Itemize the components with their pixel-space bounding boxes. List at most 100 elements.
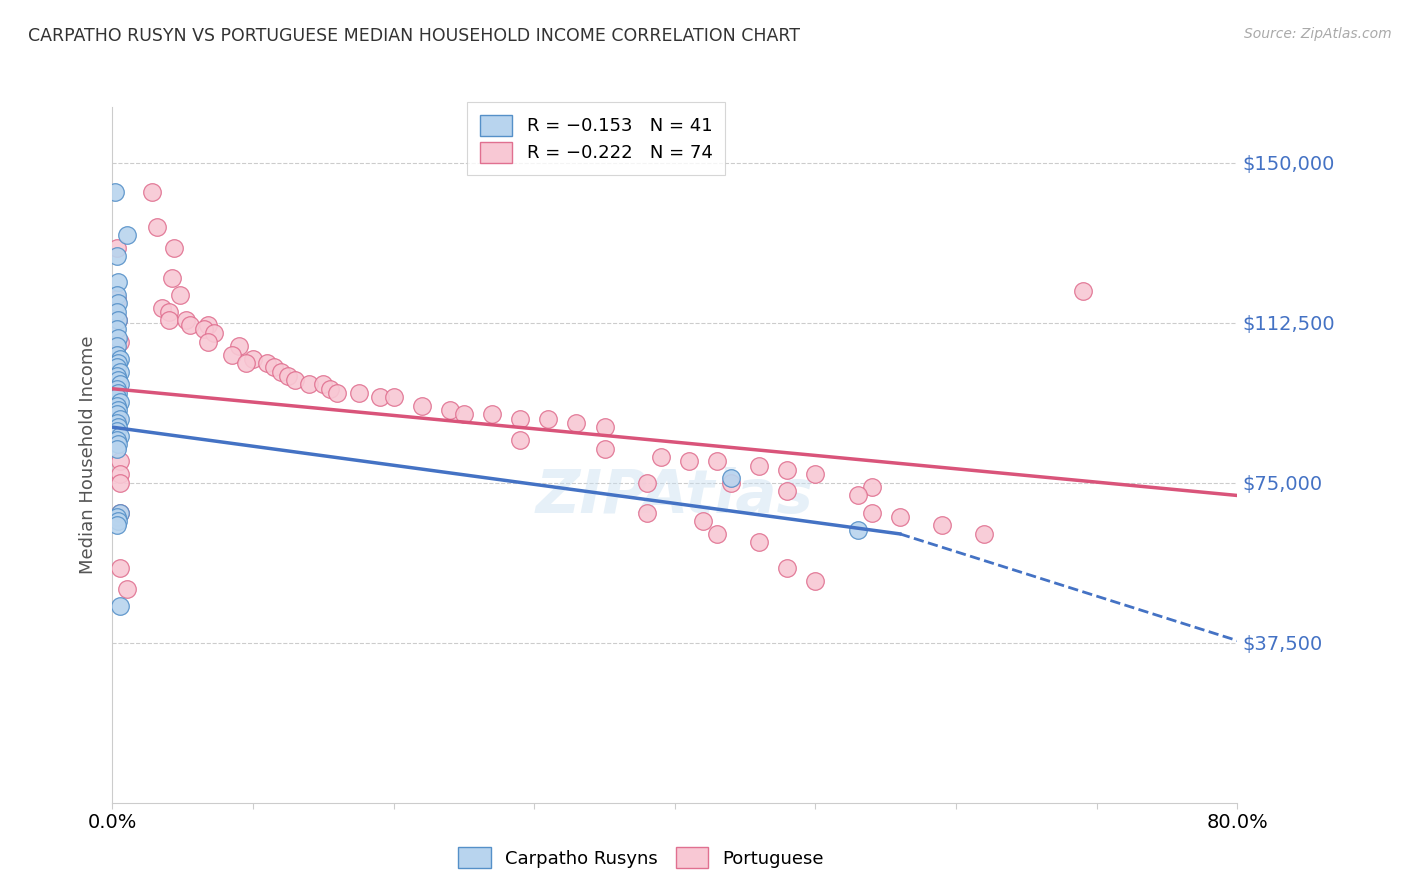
Point (105, 348, 128, 362)
Point (107, 420, 129, 434)
Point (105, 339, 128, 353)
Point (105, 305, 128, 319)
Point (108, 351, 131, 366)
Point (107, 275, 129, 289)
Point (692, 514, 714, 528)
Point (860, 480, 883, 494)
Point (105, 416, 128, 430)
Point (108, 365, 131, 379)
Point (163, 241, 186, 255)
Point (319, 382, 342, 396)
Point (453, 408, 475, 422)
Legend: Carpatho Rusyns, Portuguese: Carpatho Rusyns, Portuguese (449, 838, 834, 877)
Point (179, 318, 201, 332)
Point (846, 523, 869, 537)
Point (221, 348, 243, 362)
Point (326, 386, 349, 401)
Point (108, 506, 131, 520)
Point (748, 458, 770, 473)
Point (108, 334, 131, 349)
Y-axis label: Median Household Income: Median Household Income (79, 335, 97, 574)
Point (593, 442, 616, 456)
Point (150, 301, 173, 315)
Point (636, 506, 658, 520)
Point (105, 368, 128, 383)
Point (108, 454, 131, 468)
Point (107, 330, 129, 344)
Point (146, 219, 169, 234)
Point (202, 326, 225, 341)
Point (537, 411, 560, 425)
Point (105, 292, 128, 306)
Point (197, 318, 219, 332)
Point (105, 390, 128, 404)
Point (678, 454, 700, 468)
Point (115, 582, 138, 597)
Point (105, 249, 128, 263)
Point (368, 390, 391, 404)
Point (105, 241, 128, 255)
Point (107, 313, 129, 327)
Point (108, 411, 131, 425)
Point (748, 535, 770, 549)
Point (105, 399, 128, 413)
Point (481, 408, 503, 422)
Point (439, 403, 461, 417)
Point (105, 433, 128, 447)
Point (107, 514, 129, 528)
Point (270, 365, 292, 379)
Point (256, 356, 278, 370)
Point (931, 518, 953, 533)
Point (115, 228, 138, 243)
Text: ZIPAtlas: ZIPAtlas (536, 467, 814, 526)
Point (509, 411, 531, 425)
Point (157, 313, 180, 327)
Point (108, 377, 131, 392)
Point (263, 360, 285, 375)
Point (242, 351, 264, 366)
Point (105, 360, 128, 375)
Point (1071, 284, 1094, 298)
Point (347, 386, 370, 401)
Point (105, 288, 128, 302)
Point (804, 467, 827, 482)
Point (105, 382, 128, 396)
Point (193, 322, 215, 336)
Point (107, 386, 129, 401)
Text: CARPATHO RUSYN VS PORTUGUESE MEDIAN HOUSEHOLD INCOME CORRELATION CHART: CARPATHO RUSYN VS PORTUGUESE MEDIAN HOUS… (28, 27, 800, 45)
Point (108, 428, 131, 442)
Point (157, 305, 180, 319)
Point (107, 313, 129, 327)
Point (105, 411, 128, 425)
Point (846, 488, 869, 502)
Point (105, 442, 128, 456)
Point (105, 433, 128, 447)
Point (108, 506, 131, 520)
Point (107, 356, 129, 370)
Point (889, 509, 911, 524)
Point (312, 377, 335, 392)
Point (108, 394, 131, 409)
Point (706, 454, 728, 468)
Point (593, 420, 616, 434)
Point (720, 471, 742, 485)
Text: Source: ZipAtlas.com: Source: ZipAtlas.com (1244, 27, 1392, 41)
Point (108, 467, 131, 482)
Point (174, 313, 197, 327)
Point (104, 186, 127, 200)
Point (107, 373, 129, 387)
Point (107, 296, 129, 310)
Point (105, 425, 128, 439)
Point (108, 475, 131, 490)
Point (235, 356, 257, 370)
Point (105, 509, 128, 524)
Point (108, 599, 131, 614)
Point (650, 450, 672, 464)
Point (973, 527, 995, 541)
Point (105, 408, 128, 422)
Point (160, 270, 183, 285)
Point (776, 484, 799, 499)
Point (804, 574, 827, 588)
Point (776, 561, 799, 575)
Point (706, 527, 728, 541)
